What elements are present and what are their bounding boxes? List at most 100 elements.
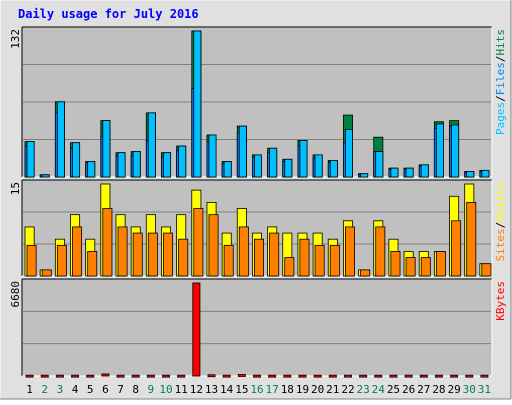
bar-sites-day-13 (208, 214, 219, 277)
bar-pages-day-11 (178, 145, 187, 178)
bar-pages-day-25 (390, 167, 399, 178)
bar-kbytes-day-24 (374, 374, 383, 378)
bar-kbytes-day-15 (237, 374, 246, 377)
legend-entry-sites: Sites (494, 228, 507, 261)
x-tick-label-day-16: 16 (250, 383, 263, 396)
bar-sites-day-7 (117, 226, 128, 277)
x-tick-label-day-5: 5 (87, 383, 94, 396)
x-tick-label-day-4: 4 (72, 383, 79, 396)
bar-kbytes-day-25 (389, 374, 398, 378)
x-tick-label-day-29: 29 (447, 383, 460, 396)
x-tick-label-day-24: 24 (372, 383, 386, 396)
plot-area-kbytes (22, 279, 492, 376)
x-tick-label-day-30: 30 (463, 383, 476, 396)
bar-sites-day-23 (360, 269, 371, 277)
legend-separator: / (494, 95, 507, 102)
bar-sites-day-10 (163, 232, 174, 277)
bar-pages-day-16 (254, 154, 262, 178)
bar-sites-day-24 (375, 226, 386, 277)
bar-kbytes-day-16 (253, 374, 261, 378)
legend-entry-kbytes: KBytes (494, 281, 507, 321)
chart-title: Daily usage for July 2016 (18, 7, 199, 21)
x-tick-label-day-17: 17 (266, 383, 279, 396)
bar-kbytes-day-20 (313, 374, 322, 378)
bar-pages-day-30 (466, 171, 475, 178)
bar-sites-day-30 (466, 201, 477, 277)
legend-visits: Sites/Visits (494, 182, 507, 262)
bar-kbytes-day-21 (328, 374, 337, 378)
bar-sites-day-17 (269, 232, 280, 277)
bar-kbytes-day-9 (146, 374, 155, 378)
bar-pages-day-12 (193, 30, 202, 178)
bar-pages-day-19 (299, 140, 308, 178)
bar-kbytes-day-31 (480, 374, 489, 378)
bar-sites-day-6 (102, 208, 113, 277)
bar-sites-day-20 (314, 244, 325, 277)
bar-sites-day-19 (299, 238, 310, 277)
legend-kbytes: KBytes (494, 281, 507, 321)
x-tick-label-day-18: 18 (281, 383, 294, 396)
x-tick-label-day-9: 9 (148, 383, 155, 396)
y-axis-max-label-hits: 132 (9, 29, 22, 49)
bar-pages-day-1 (26, 141, 35, 178)
bar-sites-day-31 (481, 263, 492, 277)
bar-pages-day-18 (284, 158, 293, 178)
bar-pages-day-15 (238, 125, 247, 178)
x-tick-label-day-7: 7 (117, 383, 124, 396)
legend-entry-hits: Hits (494, 29, 507, 56)
bar-pages-day-14 (223, 161, 232, 178)
bar-pages-day-8 (132, 151, 141, 178)
bar-pages-day-26 (405, 167, 414, 178)
legend-separator: / (494, 222, 507, 229)
x-tick-label-day-11: 11 (175, 383, 188, 396)
bar-pages-day-29 (451, 124, 460, 178)
bar-pages-day-6 (102, 120, 111, 178)
x-tick-label-day-1: 1 (26, 383, 33, 396)
legend-entry-pages: Pages (494, 102, 507, 135)
legend-separator: / (494, 56, 507, 63)
x-tick-label-day-31: 31 (478, 383, 491, 396)
bar-pages-day-4 (72, 142, 81, 178)
bar-kbytes-day-4 (71, 374, 80, 378)
y-axis-max-label-visits: 15 (9, 182, 22, 195)
bar-kbytes-day-26 (404, 374, 413, 378)
bar-sites-day-25 (390, 251, 401, 277)
legend-entry-files: Files (494, 62, 507, 95)
bar-sites-day-16 (254, 238, 264, 277)
bar-sites-day-8 (132, 232, 143, 277)
bar-sites-day-12 (193, 208, 204, 277)
x-tick-label-day-20: 20 (311, 383, 324, 396)
bar-kbytes-day-17 (268, 374, 277, 378)
bar-pages-day-2 (41, 174, 50, 178)
bar-pages-day-24 (375, 151, 384, 178)
bar-kbytes-day-10 (162, 374, 171, 378)
bar-pages-day-31 (481, 169, 490, 178)
bar-kbytes-day-7 (116, 374, 125, 378)
bar-sites-day-29 (451, 220, 462, 277)
bar-sites-day-4 (72, 226, 83, 277)
bar-pages-day-9 (147, 112, 156, 178)
bar-sites-day-26 (405, 257, 416, 277)
bar-sites-day-11 (178, 238, 189, 277)
bar-sites-day-15 (238, 226, 249, 277)
bar-kbytes-day-28 (434, 374, 443, 378)
x-tick-label-day-3: 3 (57, 383, 64, 396)
bar-sites-day-1 (26, 244, 37, 277)
bar-sites-day-21 (329, 244, 340, 277)
bar-kbytes-day-11 (177, 374, 186, 378)
x-tick-label-day-12: 12 (190, 383, 203, 396)
bar-kbytes-day-27 (419, 374, 428, 378)
bar-pages-day-13 (208, 134, 217, 178)
legend-hits: Pages/Files/Hits (494, 29, 507, 135)
bar-kbytes-day-12 (192, 282, 201, 377)
x-tick-label-day-8: 8 (132, 383, 139, 396)
x-tick-label-day-13: 13 (205, 383, 218, 396)
bar-kbytes-day-30 (465, 374, 474, 378)
bar-sites-day-3 (56, 244, 67, 277)
bar-kbytes-day-1 (25, 374, 34, 378)
bar-pages-day-17 (269, 147, 278, 178)
bar-pages-day-21 (329, 160, 338, 178)
x-tick-label-day-27: 27 (417, 383, 430, 396)
